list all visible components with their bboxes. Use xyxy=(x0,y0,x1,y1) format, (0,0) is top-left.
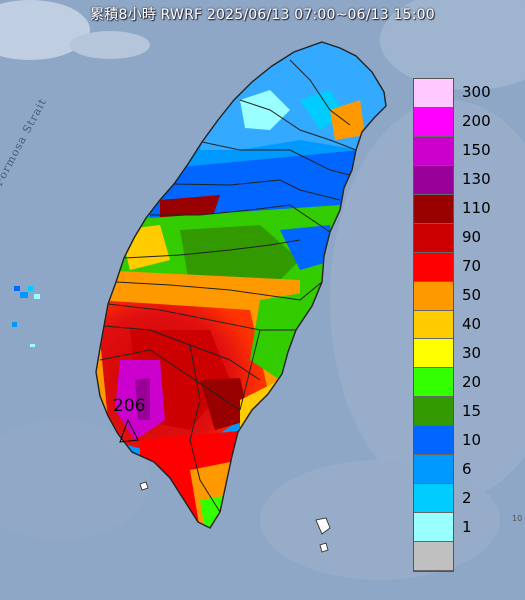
legend-swatch xyxy=(414,426,453,456)
legend-label: 110 xyxy=(462,199,491,218)
offshore-islets xyxy=(139,481,331,553)
corner-mark: 10 xyxy=(512,514,523,523)
legend-swatch xyxy=(414,484,453,514)
legend-label: 200 xyxy=(462,112,491,131)
legend-swatch xyxy=(414,194,453,224)
legend-label: 15 xyxy=(462,401,482,420)
legend-colorbar xyxy=(413,78,454,572)
offshore-rain-cells xyxy=(12,286,40,347)
peak-value-label: 206 xyxy=(113,396,146,416)
peak-marker xyxy=(119,418,139,443)
county-borders xyxy=(95,41,387,529)
legend-swatch xyxy=(414,339,453,369)
legend-swatch xyxy=(414,107,453,137)
legend-label: 20 xyxy=(462,372,482,391)
legend-swatch xyxy=(414,513,453,543)
legend-label: 90 xyxy=(462,228,482,247)
legend-label: 130 xyxy=(462,170,491,189)
legend-swatch xyxy=(414,281,453,311)
legend-swatch xyxy=(414,397,453,427)
legend-label: 300 xyxy=(462,83,491,102)
legend-swatch xyxy=(414,165,453,195)
legend-label: 70 xyxy=(462,257,482,276)
legend-label: 150 xyxy=(462,141,491,160)
legend-swatch xyxy=(414,79,453,108)
legend-label: 1 xyxy=(462,517,472,536)
legend-label: 30 xyxy=(462,343,482,362)
legend-swatch xyxy=(414,310,453,340)
legend-label: 6 xyxy=(462,459,472,478)
map-title: 累積8小時 RWRF 2025/06/13 07:00~06/13 15:00 xyxy=(90,7,435,23)
legend-label: 2 xyxy=(462,488,472,507)
legend-swatch xyxy=(414,455,453,485)
legend-label: 40 xyxy=(462,315,482,333)
legend-swatch xyxy=(414,252,453,282)
legend-swatch xyxy=(414,542,453,571)
legend-swatch xyxy=(414,136,453,166)
legend-swatch xyxy=(414,368,453,398)
legend-label: 50 xyxy=(462,286,482,305)
legend-swatch xyxy=(414,223,453,253)
legend-label: 10 xyxy=(462,430,482,449)
